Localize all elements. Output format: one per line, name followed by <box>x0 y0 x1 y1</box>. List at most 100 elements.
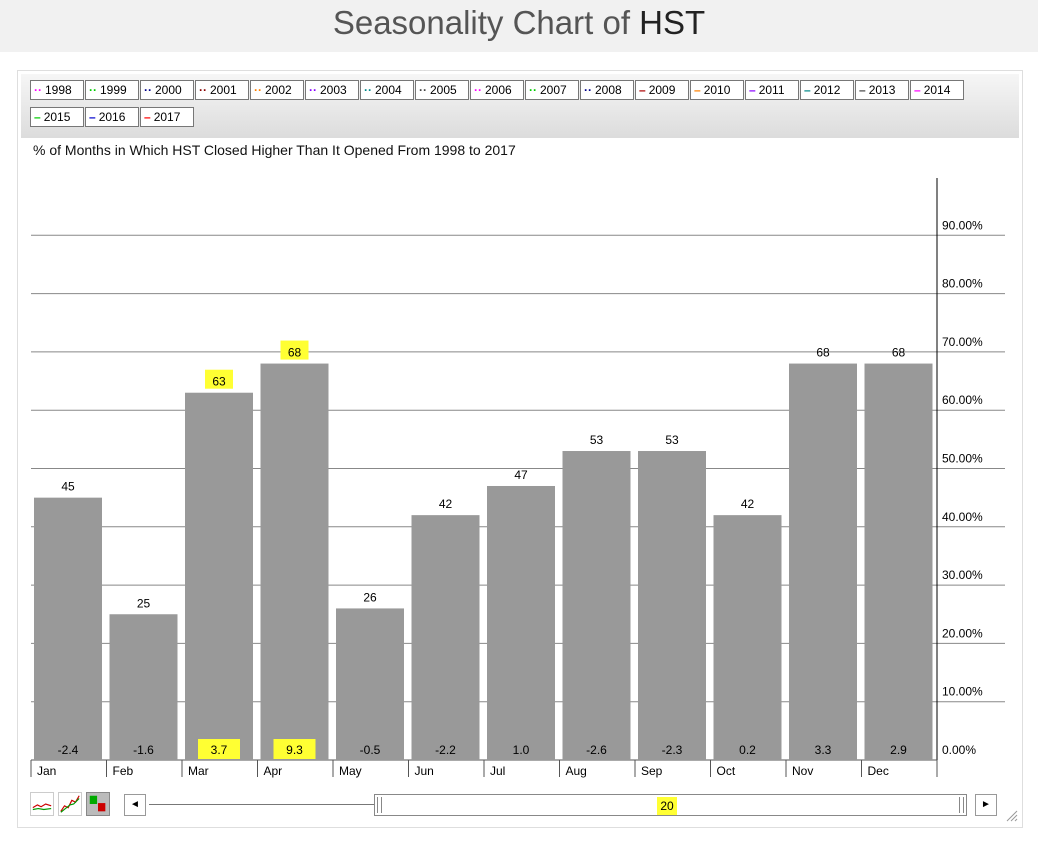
legend-label: 2017 <box>153 110 181 124</box>
legend-swatch: ·· <box>419 83 427 97</box>
legend-item-2002[interactable]: ·· 2002 <box>250 80 304 100</box>
legend-label: 1999 <box>100 83 127 97</box>
legend-label: 2010 <box>703 83 731 97</box>
legend-swatch: ·· <box>364 83 372 97</box>
bar-mar <box>185 392 253 760</box>
x-tick-label: Jul <box>490 764 505 778</box>
bar-return-label: 2.9 <box>890 743 907 757</box>
y-tick-label: 70.00% <box>942 335 983 349</box>
legend-swatch: – <box>859 83 866 97</box>
x-tick-label: Jan <box>37 764 56 778</box>
legend-label: 2013 <box>868 83 896 97</box>
bar-value-label: 42 <box>741 497 755 511</box>
page-title: Seasonality Chart of HST <box>0 4 1038 42</box>
legend-item-2013[interactable]: –2013 <box>855 80 909 100</box>
legend-label: 1998 <box>45 83 72 97</box>
legend-item-2012[interactable]: –2012 <box>800 80 854 100</box>
bar-value-label: 53 <box>590 433 604 447</box>
x-tick-label: Feb <box>113 764 134 778</box>
legend-item-2005[interactable]: ·· 2005 <box>415 80 469 100</box>
legend-label: 2004 <box>375 83 402 97</box>
legend-swatch: ·· <box>89 83 97 97</box>
legend-swatch: ·· <box>34 83 42 97</box>
legend-item-2009[interactable]: –2009 <box>635 80 689 100</box>
y-tick-label: 50.00% <box>942 452 983 466</box>
legend-item-2015[interactable]: –2015 <box>30 107 84 127</box>
chart-title: % of Months in Which HST Closed Higher T… <box>33 142 516 158</box>
y-tick-label: 40.00% <box>942 510 983 524</box>
thumb-right-grip[interactable] <box>959 797 964 813</box>
bar-aug <box>562 451 631 760</box>
legend-swatch: ·· <box>529 83 537 97</box>
legend-item-2004[interactable]: ·· 2004 <box>360 80 414 100</box>
legend-item-1998[interactable]: ·· 1998 <box>30 80 84 100</box>
legend-label: 2000 <box>155 83 182 97</box>
x-tick-label: Dec <box>868 764 889 778</box>
bar-sep <box>638 451 706 760</box>
legend-item-2014[interactable]: –2014 <box>910 80 964 100</box>
y-tick-label: 90.00% <box>942 218 983 232</box>
y-tick-label: 30.00% <box>942 568 983 582</box>
bar-return-label: 9.3 <box>286 743 303 757</box>
return-label-highlight <box>273 739 316 759</box>
y-tick-label: 10.00% <box>942 685 983 699</box>
legend-item-2011[interactable]: –2011 <box>745 80 799 100</box>
legend-label: 2006 <box>485 83 512 97</box>
x-tick-label: May <box>339 764 362 778</box>
bar-return-label: -2.2 <box>435 743 456 757</box>
legend-swatch: ·· <box>144 83 152 97</box>
legend-swatch: – <box>694 83 701 97</box>
legend-swatch: ·· <box>584 83 592 97</box>
legend-label: 2005 <box>430 83 457 97</box>
bar-nov <box>789 363 857 760</box>
legend-item-2001[interactable]: ·· 2001 <box>195 80 249 100</box>
scroll-left-button[interactable]: ◄ <box>124 794 146 816</box>
legend-item-2006[interactable]: ·· 2006 <box>470 80 524 100</box>
legend-swatch: ·· <box>474 83 482 97</box>
bar-return-label: 3.3 <box>815 743 832 757</box>
bar-jan <box>34 497 102 760</box>
scroll-track[interactable] <box>149 804 374 805</box>
legend-item-2003[interactable]: ·· 2003 <box>305 80 359 100</box>
bar-return-label: -2.3 <box>662 743 683 757</box>
legend-item-1999[interactable]: ·· 1999 <box>85 80 139 100</box>
scroll-value: 20 <box>657 797 677 815</box>
legend-swatch: – <box>144 110 151 124</box>
bar-return-label: -1.6 <box>133 743 154 757</box>
bar-value-label: 63 <box>212 375 226 389</box>
bar-value-label: 45 <box>61 480 75 494</box>
legend-item-2016[interactable]: –2016 <box>85 107 139 127</box>
legend-swatch: – <box>89 110 96 124</box>
legend-item-2007[interactable]: ·· 2007 <box>525 80 579 100</box>
y-tick-label: 60.00% <box>942 393 983 407</box>
legend-label: 2008 <box>595 83 622 97</box>
legend-item-2010[interactable]: –2010 <box>690 80 744 100</box>
bar-chart-icon[interactable] <box>86 792 110 816</box>
legend-label: 2003 <box>320 83 347 97</box>
multi-line-chart-icon[interactable] <box>58 792 82 816</box>
scroll-thumb[interactable]: 20 <box>374 794 967 816</box>
bar-return-label: -0.5 <box>360 743 381 757</box>
legend-item-2000[interactable]: ·· 2000 <box>140 80 194 100</box>
legend-swatch: – <box>914 83 921 97</box>
line-chart-icon[interactable] <box>30 792 54 816</box>
thumb-left-grip[interactable] <box>377 797 382 813</box>
legend-item-2017[interactable]: –2017 <box>140 107 194 127</box>
legend-swatch: ·· <box>254 83 262 97</box>
legend-swatch: – <box>749 83 756 97</box>
bar-return-label: -2.4 <box>58 743 79 757</box>
scroll-right-button[interactable]: ► <box>975 794 997 816</box>
bar-feb <box>109 614 178 760</box>
resize-grip-icon[interactable] <box>1004 808 1018 822</box>
legend-item-2008[interactable]: ·· 2008 <box>580 80 634 100</box>
value-label-highlight <box>280 340 309 360</box>
bar-oct <box>713 515 782 760</box>
legend-label: 2007 <box>540 83 567 97</box>
y-tick-label: 80.00% <box>942 277 983 291</box>
x-tick-label: Apr <box>264 764 283 778</box>
bar-may <box>336 608 404 760</box>
bar-value-label: 53 <box>665 433 679 447</box>
y-tick-label: 20.00% <box>942 626 983 640</box>
x-tick-label: Sep <box>641 764 663 778</box>
